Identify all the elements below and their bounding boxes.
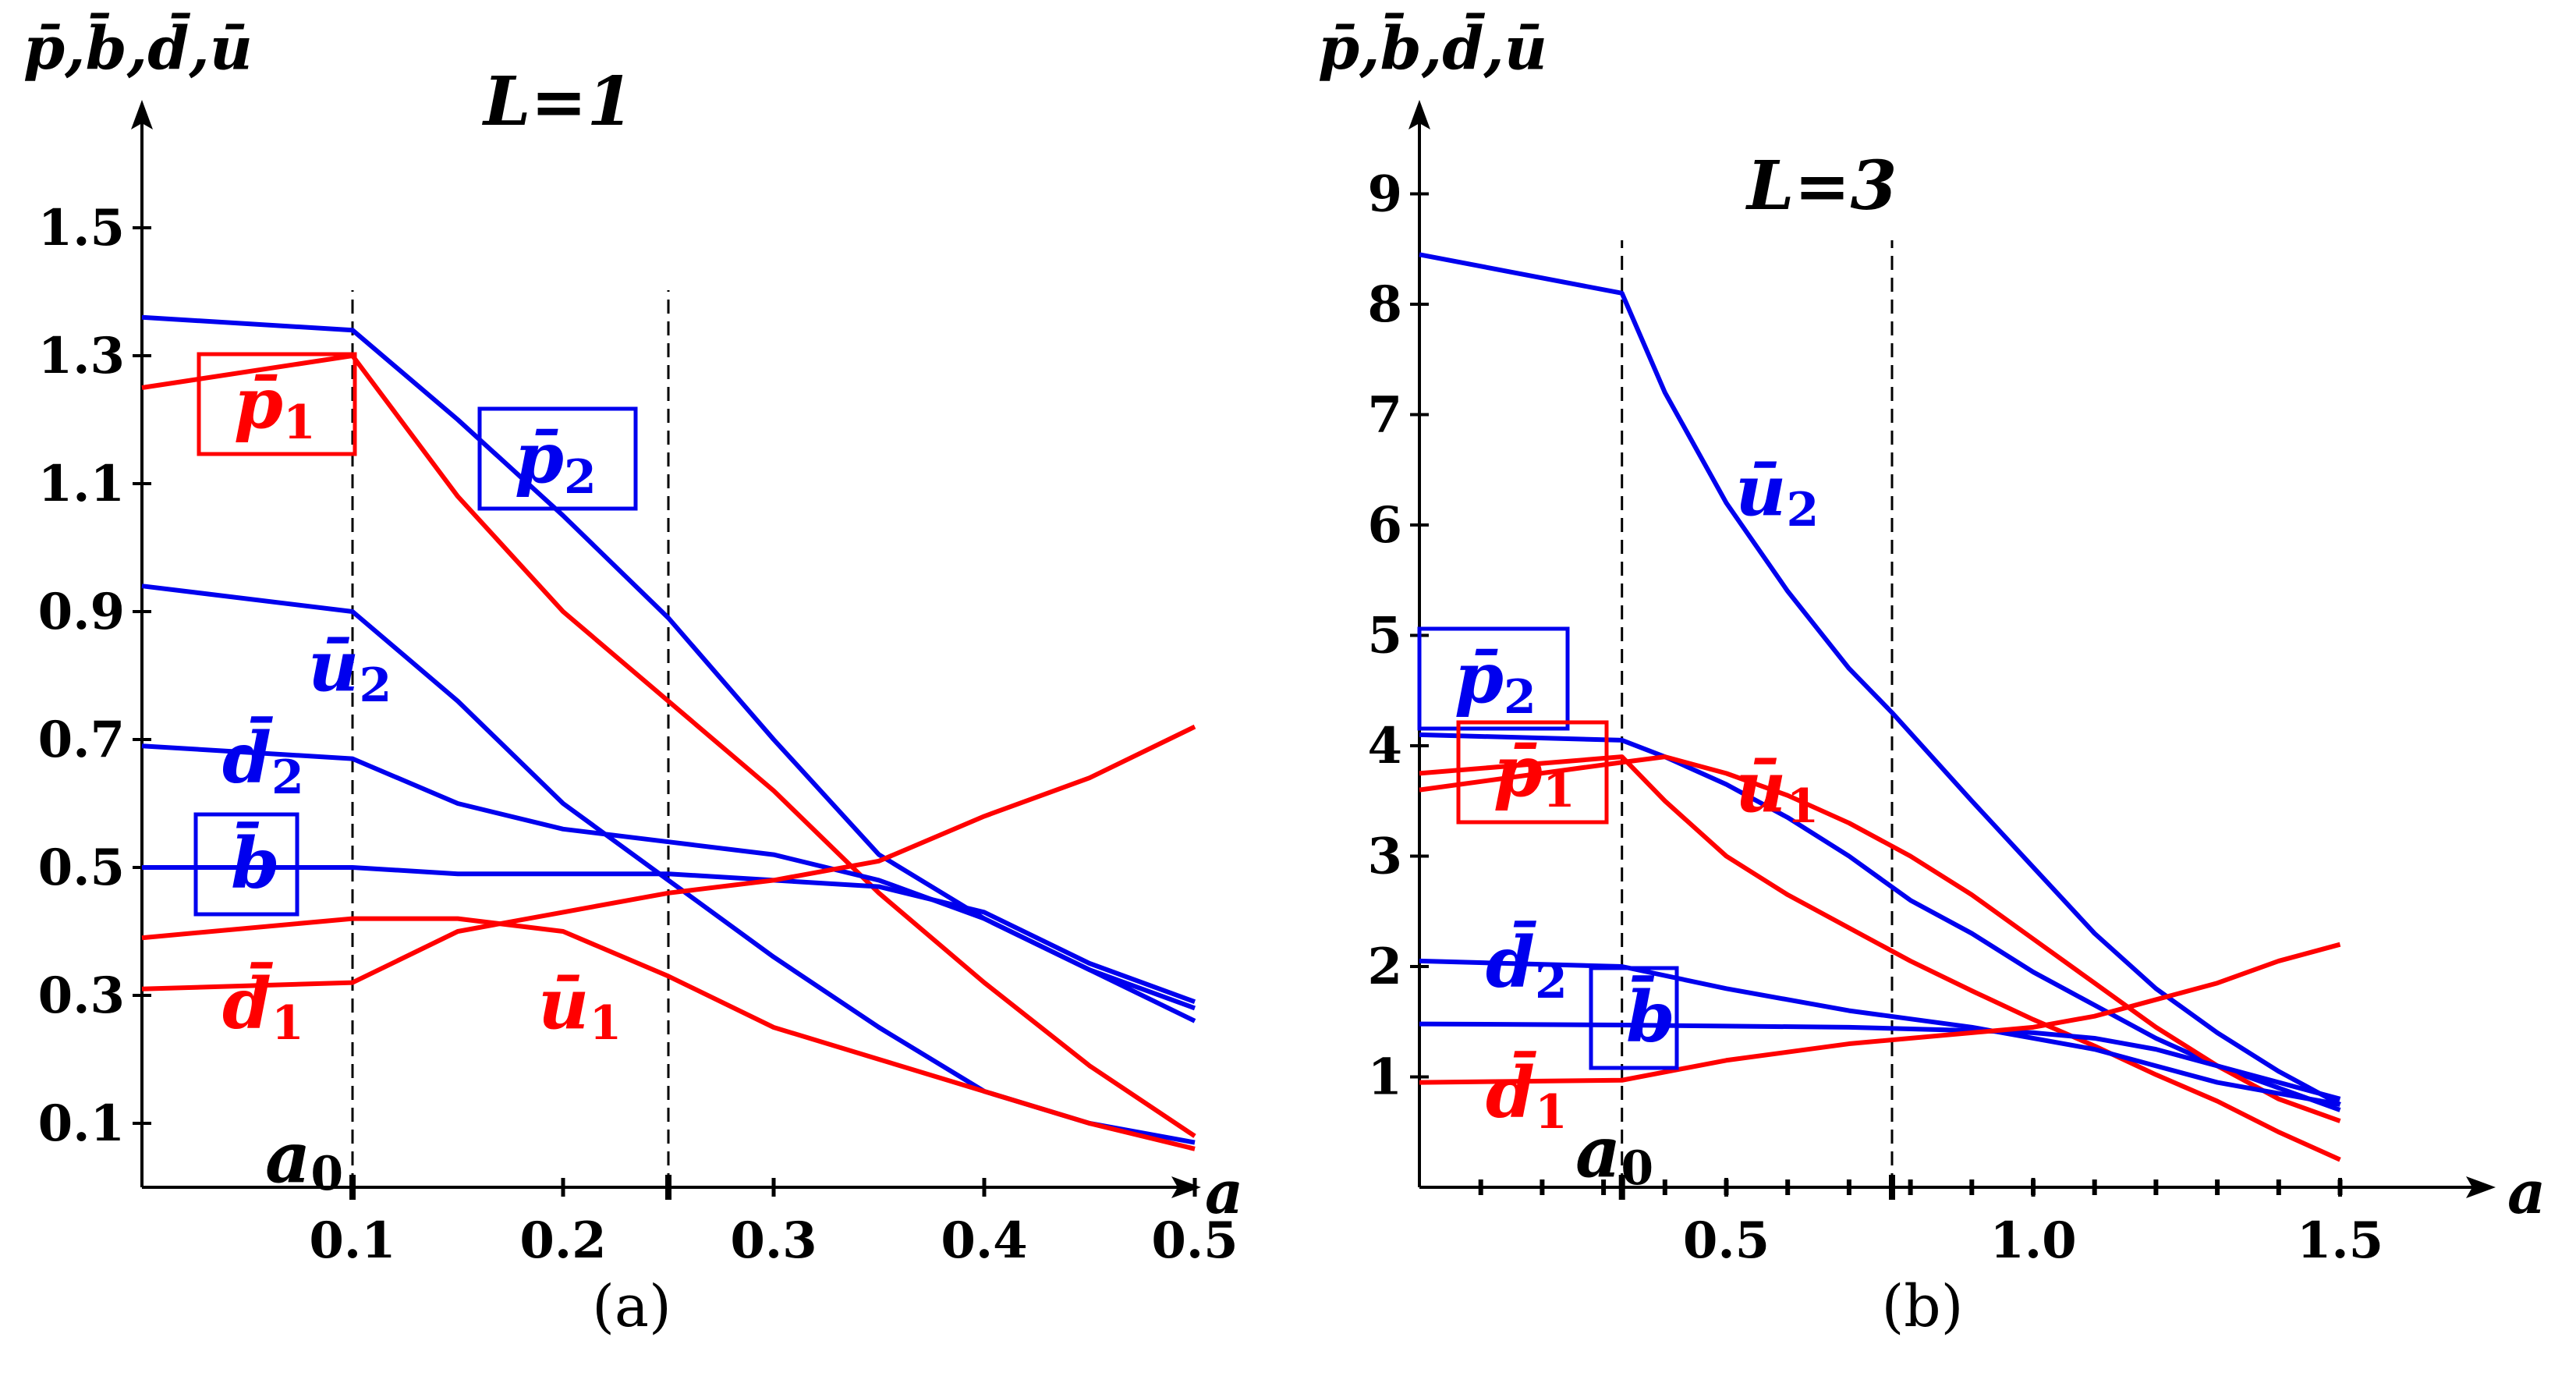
- curve-label-text: ū2: [1735, 449, 1819, 537]
- y-axis-arrow: [131, 100, 153, 129]
- curve-label-text: b̄: [231, 821, 280, 905]
- curve-label-2: ū2: [308, 625, 392, 713]
- label-box: [477, 406, 638, 511]
- series-line-4: [1419, 958, 2341, 1107]
- label-box: [197, 352, 357, 456]
- curve-label-5: b̄: [1589, 966, 1679, 1070]
- curve-label-text: ū1: [1735, 746, 1819, 834]
- y-tick-label: 0.9: [38, 583, 125, 641]
- series-line-1: [141, 353, 1196, 1138]
- x-tick-label: 0.2: [519, 1211, 606, 1270]
- x-tick-label: 0.4: [941, 1211, 1027, 1270]
- series-line-6: [1419, 942, 2341, 1085]
- y-axis-label: p̄,b̄,d̄,ū: [1318, 12, 1547, 83]
- curve-label-5: d̄1: [222, 962, 304, 1051]
- y-tick-label: 0.1: [38, 1094, 125, 1153]
- label-box: [1589, 966, 1679, 1070]
- a0-label: a0: [265, 1116, 343, 1201]
- y-tick-label: 4: [1367, 717, 1402, 775]
- series-line-4: [142, 865, 1196, 1005]
- x-tick-label: 0.5: [1683, 1211, 1770, 1270]
- x-tick-label: 0.5: [1151, 1211, 1238, 1270]
- x-axis-arrow: [1171, 1176, 1201, 1198]
- series-line-6: [141, 916, 1196, 1151]
- y-tick-label: 5: [1367, 607, 1402, 665]
- y-tick-label: 3: [1367, 828, 1402, 886]
- series-line-2: [1419, 754, 2341, 1123]
- chart-title: L=3: [1745, 147, 1897, 225]
- curve-label-text: p̄2: [515, 417, 597, 505]
- curve-label-text: ū1: [538, 963, 622, 1051]
- label-box: [193, 812, 299, 917]
- y-tick-label: 1: [1367, 1048, 1402, 1107]
- curve-label-text: p̄1: [1494, 730, 1575, 818]
- x-axis-label: a: [1205, 1158, 1243, 1227]
- y-tick-label: 8: [1367, 275, 1402, 334]
- series-line-2: [141, 583, 1196, 1145]
- y-tick-label: 7: [1367, 386, 1402, 445]
- curve-label-text: ū2: [308, 625, 392, 713]
- x-axis-arrow: [2466, 1176, 2496, 1198]
- x-axis-label: a: [2507, 1158, 2546, 1227]
- label-box: [1456, 720, 1609, 825]
- x-tick-label: 1.0: [1990, 1211, 2076, 1270]
- series-line-3: [1419, 754, 2341, 1162]
- curve-label-6: d̄1: [1486, 1051, 1568, 1140]
- x-tick-label: 0.1: [309, 1211, 395, 1270]
- y-tick-label: 1.3: [38, 327, 125, 385]
- y-axis-arrow: [1408, 100, 1430, 129]
- curve-label-4: b̄: [193, 812, 299, 917]
- caption: (a): [592, 1273, 671, 1340]
- curve-label-0: ū2: [1735, 449, 1819, 537]
- curve-label-0: p̄1: [197, 352, 357, 456]
- curve-label-text: p̄2: [1455, 637, 1536, 725]
- a0-label: a0: [1575, 1111, 1653, 1196]
- curve-label-3: d̄2: [222, 716, 304, 805]
- series-line-5: [1419, 1021, 2341, 1101]
- x-tick-label: 1.5: [2297, 1211, 2383, 1270]
- y-tick-label: 1.1: [38, 455, 125, 513]
- y-axis-label: p̄,b̄,d̄,ū: [23, 12, 253, 83]
- curve-label-text: d̄2: [222, 716, 304, 805]
- label-box: [1417, 626, 1570, 731]
- curve-label-2: p̄1: [1456, 720, 1609, 825]
- chart-panel-a: 0.1 0.3 0.5 0.7 0.9 1.1 1.3 1.5 0.1 0.2 0.3 0.4 0.5 L…: [23, 12, 1243, 1340]
- curve-label-text: d̄1: [1486, 1051, 1568, 1140]
- curve-label-text: d̄1: [222, 962, 304, 1051]
- caption: (b): [1881, 1273, 1963, 1340]
- curve-label-1: p̄2: [1417, 626, 1570, 731]
- curve-label-text: b̄: [1626, 975, 1675, 1059]
- x-tick-label: 0.3: [730, 1211, 817, 1270]
- series-line-3: [141, 743, 1196, 1011]
- series-line-0: [1419, 252, 2341, 1107]
- y-tick-label: 0.5: [38, 839, 125, 897]
- chart-title: L=1: [481, 62, 633, 141]
- curve-label-3: ū1: [1735, 746, 1819, 834]
- curve-label-1: p̄2: [477, 406, 638, 511]
- y-tick-label: 0.7: [38, 711, 125, 769]
- series-line-5: [141, 724, 1196, 991]
- curve-label-text: d̄2: [1486, 920, 1568, 1009]
- y-tick-label: 0.3: [38, 967, 125, 1025]
- y-tick-label: 2: [1367, 938, 1402, 996]
- curve-label-6: ū1: [538, 963, 622, 1051]
- curve-label-text: p̄1: [234, 362, 316, 450]
- y-tick-label: 6: [1367, 496, 1402, 555]
- chart-panel-b: 1 2 3 4 5 6 7 8 9 0.5 1.0 1.5 L=3 (b) p̄,b̄,d̄,ū a a0 ū2 p…: [1318, 12, 2546, 1340]
- y-tick-label: 1.5: [38, 199, 125, 257]
- y-tick-label: 9: [1367, 165, 1402, 224]
- curve-label-4: d̄2: [1486, 920, 1568, 1009]
